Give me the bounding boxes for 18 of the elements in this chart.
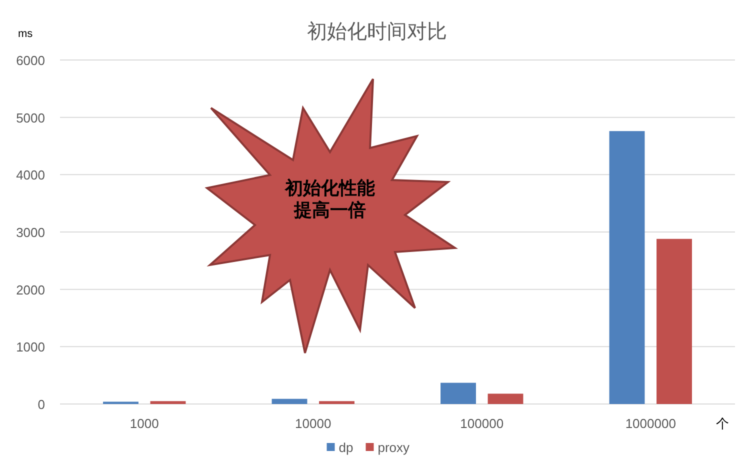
y-axis-title: ms bbox=[18, 28, 34, 40]
x-tick-label: 1000 bbox=[130, 416, 159, 431]
x-tick-label: 100000 bbox=[460, 416, 504, 431]
x-tick-label: 10000 bbox=[295, 416, 332, 431]
legend-label: proxy bbox=[378, 440, 410, 455]
chart-title: 初始化时间对比 bbox=[307, 21, 447, 43]
y-tick-label: 1000 bbox=[16, 340, 45, 355]
y-tick-label: 3000 bbox=[16, 225, 45, 240]
legend-label: dp bbox=[338, 440, 354, 455]
annotation: 提高一倍 bbox=[293, 200, 366, 220]
y-tick-label: 0 bbox=[38, 397, 45, 412]
annotation: 初始化性能 bbox=[284, 178, 375, 198]
y-tick-label: 2000 bbox=[16, 282, 45, 298]
x-tick-label: 1000000 bbox=[625, 416, 676, 431]
x-axis-title: 个 bbox=[716, 416, 729, 431]
y-tick-label: 6000 bbox=[16, 53, 45, 68]
y-tick-label: 5000 bbox=[16, 110, 45, 126]
y-tick-label: 4000 bbox=[16, 168, 45, 183]
